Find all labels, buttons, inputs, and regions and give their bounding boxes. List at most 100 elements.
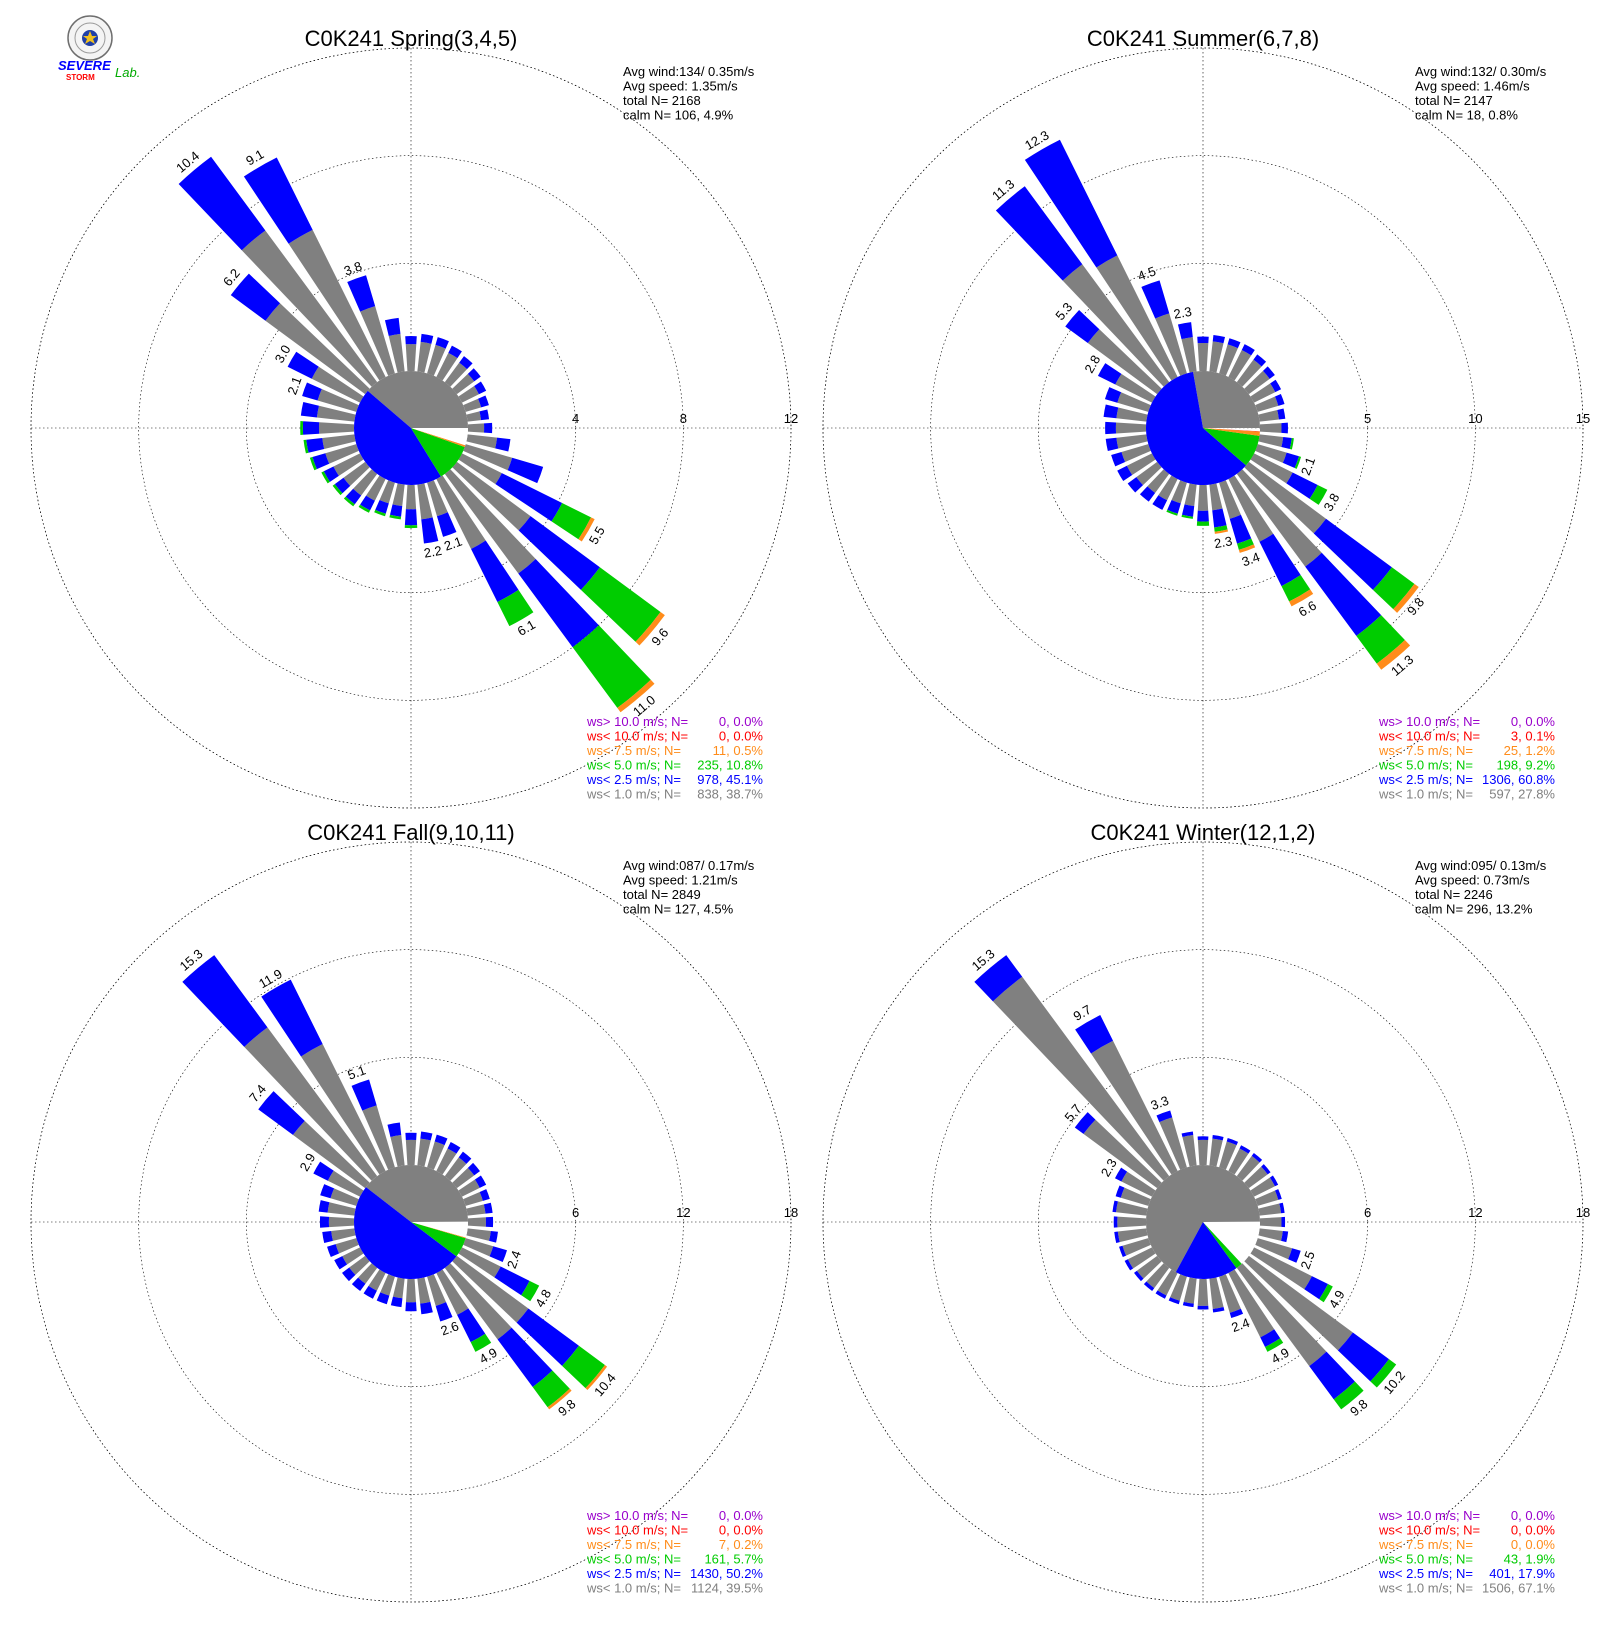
wind-bar-30 — [1228, 344, 1255, 381]
wind-bar-segment-lt2_5 — [1229, 1308, 1244, 1318]
wind-bar-segment-lt1 — [452, 1255, 529, 1323]
ring-label: 12 — [784, 411, 798, 426]
wind-bar-230 — [1134, 1255, 1162, 1282]
wind-bar-segment-lt2_5 — [1156, 1110, 1173, 1123]
wind-bar-segment-lt1 — [463, 398, 482, 412]
legend-value-gt10: 0, 0.0% — [719, 714, 764, 729]
wind-bar-segment-lt1 — [1121, 1171, 1156, 1197]
wind-bar-segment-lt5 — [1237, 538, 1254, 550]
wind-bar-segment-lt2_5 — [387, 1122, 402, 1137]
wind-bar-segment-lt1 — [458, 1179, 480, 1197]
wind-bar-segment-lt2_5 — [258, 1091, 305, 1135]
wind-bar-segment-lt2_5 — [1124, 1259, 1134, 1271]
wind-bar-segment-lt2_5 — [485, 1216, 494, 1228]
legend-label-lt7_5: ws< 7.5 m/s; N= — [586, 1537, 681, 1552]
wind-bar-280 — [318, 1200, 356, 1216]
wind-bar-segment-lt1 — [362, 1105, 395, 1170]
wind-bar-230 — [342, 1255, 370, 1282]
wind-bar-segment-lt1 — [1219, 1141, 1237, 1170]
wind-bar-segment-lt1 — [1155, 313, 1187, 376]
wind-bar-210 — [1152, 475, 1178, 510]
wind-bar-segment-lt2_5 — [471, 540, 519, 603]
wind-bar-100 — [1258, 434, 1294, 450]
wind-bar-10 — [417, 333, 434, 373]
wind-bar-segment-lt1 — [1219, 1274, 1241, 1313]
wind-bar-segment-lt2_5 — [1313, 518, 1392, 590]
wind-bar-180 — [1197, 1278, 1209, 1310]
wind-bar-segment-lt2_5 — [1251, 1153, 1263, 1163]
wind-bar-segment-lt2_5 — [479, 1189, 490, 1201]
inner-speed-pie — [354, 371, 468, 485]
pie-slice-lt5 — [411, 1222, 466, 1257]
wind-bar-segment-lt2_5 — [489, 1230, 498, 1243]
legend-value-lt1: 597, 27.8% — [1489, 787, 1555, 802]
wind-bar-segment-lt2_5 — [434, 1134, 448, 1146]
wind-bar-segment-lt5 — [1309, 484, 1328, 505]
wind-bar-50 — [1244, 366, 1275, 395]
wind-bar-segment-lt1 — [1236, 359, 1262, 387]
stats-line: Avg speed: 1.46m/s — [1415, 79, 1530, 94]
wind-bar-190 — [389, 483, 405, 520]
legend-value-lt7_5: 7, 0.2% — [719, 1537, 764, 1552]
wind-bar-90 — [467, 422, 493, 434]
wind-bar-segment-lt5 — [332, 484, 343, 496]
stats-line: Avg wind:087/ 0.17m/s — [623, 858, 755, 873]
wind-bar-segment-lt1 — [333, 453, 364, 476]
wind-bar-210 — [363, 1269, 386, 1299]
wind-bar-30 — [1228, 1145, 1251, 1175]
wind-bar-70 — [1255, 393, 1285, 412]
wind-bar-segment-lt5 — [1356, 615, 1405, 664]
wind-bar-200 — [374, 480, 395, 517]
wind-bar-segment-lt7_5 — [578, 517, 595, 542]
bar-value-label: 3.4 — [1240, 549, 1262, 569]
wind-bar-segment-lt2_5 — [516, 1308, 579, 1366]
stats-line: Avg wind:095/ 0.13m/s — [1415, 858, 1547, 873]
wind-bar-segment-lt7_5 — [617, 679, 655, 713]
wind-bar-230 — [332, 461, 370, 496]
wind-bars: 2.44.810.49.84.92.62.97.415.311.95.1 — [177, 946, 619, 1419]
wind-bar-segment-lt1 — [1184, 483, 1197, 507]
wind-bar-segment-lt2_5 — [436, 512, 457, 537]
ring-label: 10 — [1468, 411, 1482, 426]
legend-value-lt2_5: 401, 17.9% — [1489, 1566, 1555, 1581]
wind-bar-segment-lt2_5 — [1288, 1248, 1301, 1263]
wind-bar-segment-lt2_5 — [375, 499, 389, 514]
wind-bar-segment-lt5 — [1372, 567, 1415, 610]
stats-line: Avg wind:132/ 0.30m/s — [1415, 64, 1547, 79]
wind-bar-segment-lt1 — [319, 422, 355, 434]
wind-bar-260 — [322, 1228, 356, 1243]
legend-label-lt1: ws< 1.0 m/s; N= — [586, 787, 681, 802]
wind-bar-segment-lt2_5 — [1167, 499, 1181, 514]
wind-bar-segment-lt1 — [1126, 453, 1156, 476]
wind-bar-60 — [458, 381, 487, 403]
wind-bar-segment-lt1 — [458, 1247, 501, 1278]
wind-bar-220 — [351, 1263, 378, 1291]
legend-label-lt5: ws< 5.0 m/s; N= — [1378, 758, 1473, 773]
wind-bar-segment-lt2_5 — [974, 955, 1023, 1002]
wind-bar-segment-lt1 — [1122, 1238, 1151, 1256]
grid-ring — [1038, 263, 1368, 593]
wind-bar-segment-lt2_5 — [230, 273, 281, 321]
wind-bar-segment-lt2_5 — [1337, 1332, 1389, 1382]
wind-bar-segment-lt2_5 — [1227, 338, 1241, 349]
wind-bar-segment-lt2_5 — [1281, 1216, 1286, 1228]
wind-bar-segment-lt1 — [1244, 1166, 1268, 1189]
wind-bar-segment-lt1 — [1255, 1238, 1293, 1260]
wind-bar-180 — [1196, 484, 1210, 526]
wind-bar-segment-lt2_5 — [1282, 452, 1299, 469]
wind-bar-segment-lt1 — [1250, 1177, 1275, 1197]
wind-bar-segment-lt1 — [1250, 383, 1276, 403]
wind-bar-220 — [1143, 1263, 1170, 1291]
wind-bar-segment-lt2_5 — [1281, 1230, 1289, 1243]
wind-bar-segment-lt1 — [325, 444, 359, 464]
wind-bar-0 — [1197, 1136, 1209, 1166]
wind-bar-segment-lt2_5 — [384, 317, 401, 336]
pie-slice-lt7_5 — [411, 1222, 466, 1239]
wind-bar-segment-lt2_5 — [507, 457, 544, 484]
wind-bar-segment-lt2_5 — [319, 1216, 330, 1228]
wind-bar-segment-lt2_5 — [435, 337, 449, 349]
wind-bar-70 — [1255, 1189, 1282, 1206]
wind-bar-segment-lt5 — [1181, 514, 1194, 519]
wind-bar-50 — [452, 368, 481, 395]
